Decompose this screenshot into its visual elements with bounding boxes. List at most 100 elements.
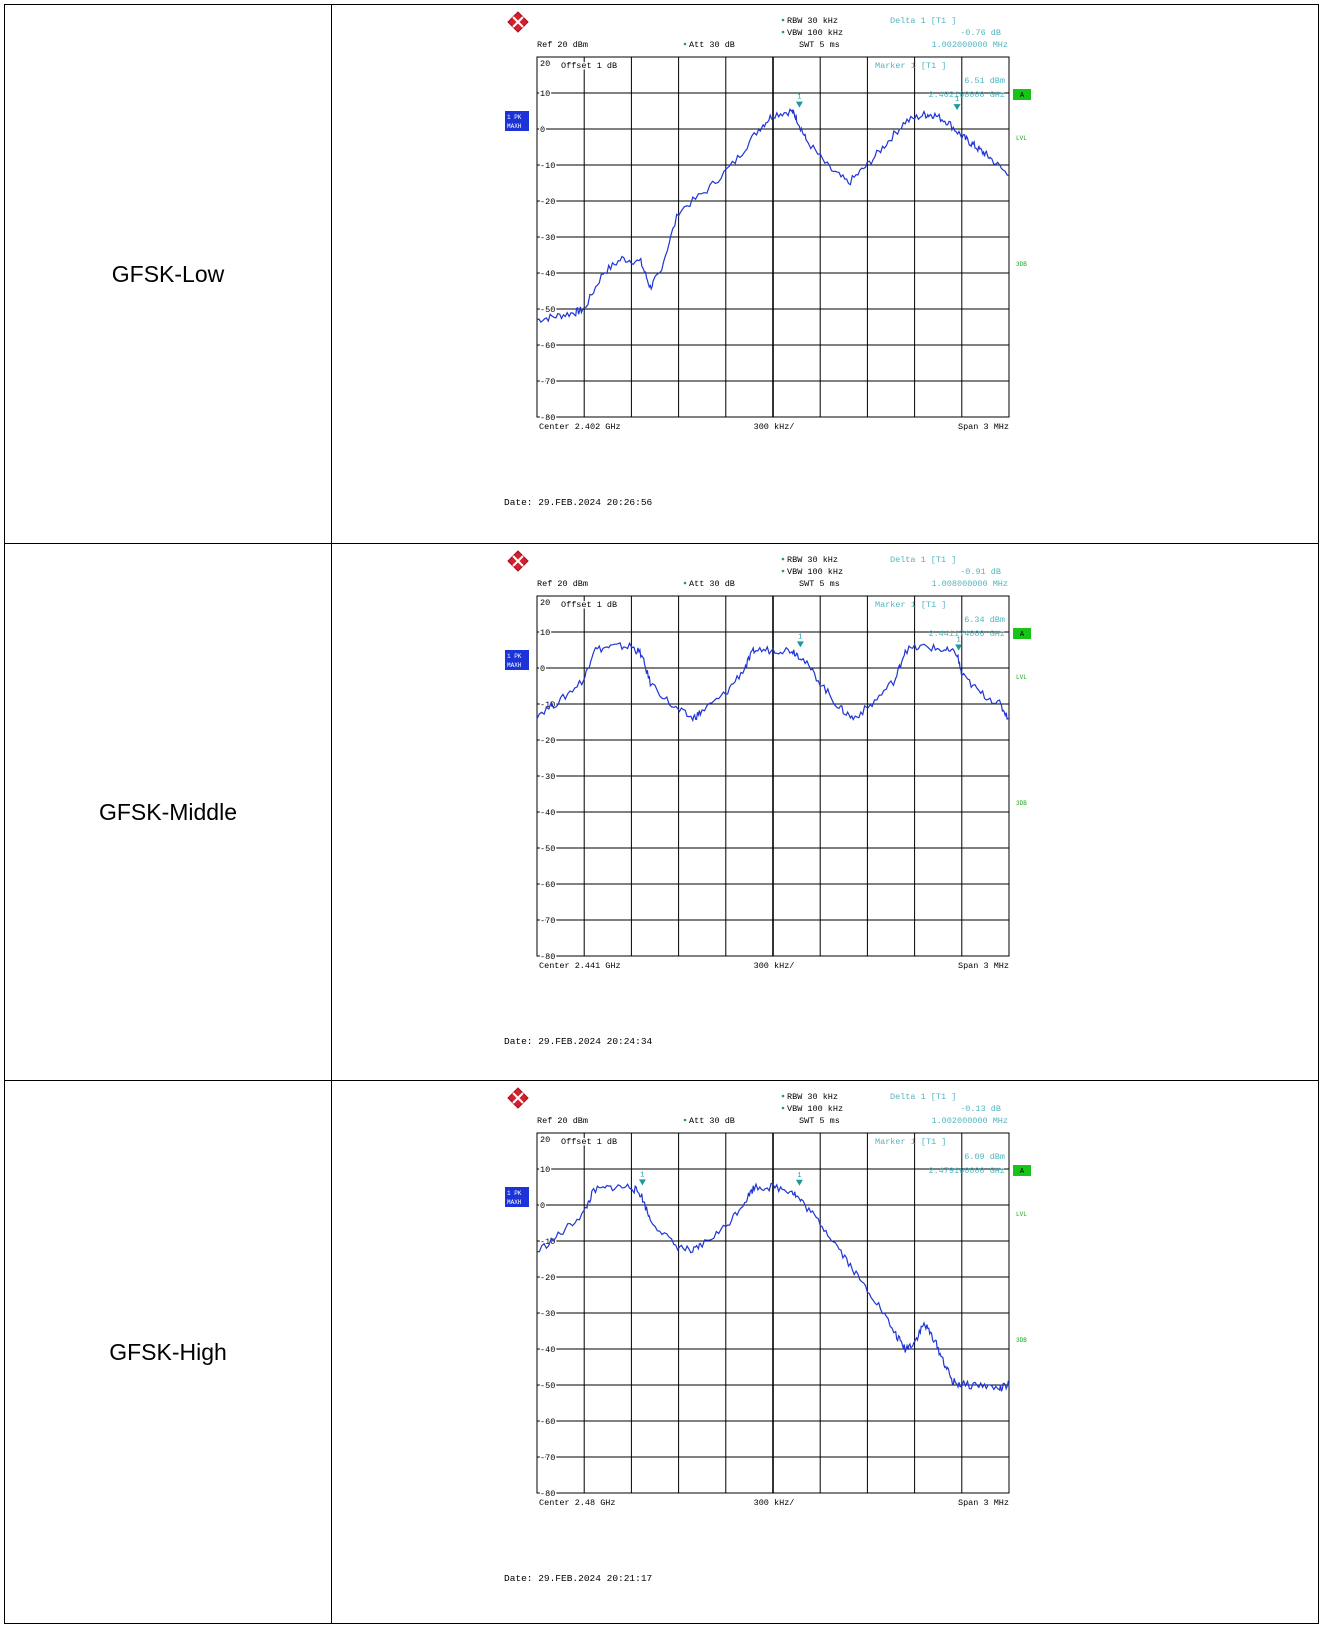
y-tick-label: -70 [540, 916, 555, 926]
y-tick-label: -70 [540, 377, 555, 387]
analyzer-logo-icon [507, 550, 529, 572]
rbw-label: RBW 30 kHz [787, 1092, 838, 1102]
y-tick-label: 20 [540, 1135, 550, 1145]
setting-dot-icon [781, 30, 785, 34]
rbw-label: RBW 30 kHz [787, 555, 838, 565]
trace-mode-badge [505, 111, 529, 131]
setting-dot-icon [781, 18, 785, 22]
per-division-label: 300 kHz/ [754, 1498, 795, 1508]
center-frequency-label: Center 2.441 GHz [539, 961, 621, 971]
marker-title: Marker 1 [T1 ] [875, 61, 946, 71]
marker-number-label: 1 [798, 633, 802, 641]
status-3db-label: 3DB [1016, 261, 1027, 268]
spectrum-trace [536, 641, 1010, 723]
swt-label: SWT 5 ms [799, 40, 840, 50]
y-tick-label: -70 [540, 1453, 555, 1463]
analyzer-logo-icon [507, 1087, 529, 1109]
spectrum-plot: RBW 30 kHz VBW 100 kHz SWT 5 ms Ref 20 dBm A… [504, 11, 1031, 508]
vbw-label: VBW 100 kHz [787, 1104, 843, 1114]
marker-number-label: 1 [955, 96, 959, 104]
mode-label: GFSK-High [4, 1080, 332, 1624]
marker-frequency-value: 2.479160000 GHz [928, 1166, 1005, 1176]
per-division-label: 300 kHz/ [754, 422, 795, 432]
y-tick-label: -30 [540, 233, 555, 243]
spectrum-trace [537, 1182, 1010, 1392]
trace-detector-label: MAXH [507, 123, 522, 130]
setting-dot-icon [683, 1118, 687, 1122]
delta-marker-title: Delta 1 [T1 ] [890, 1092, 956, 1102]
y-tick-label: -10 [540, 161, 555, 171]
delta-marker-frequency: 1.002000000 MHz [931, 1116, 1008, 1126]
trace-mode-label: 1 PK [507, 653, 522, 660]
setting-dot-icon [683, 581, 687, 585]
marker-level-value: 6.09 dBm [964, 1152, 1005, 1162]
y-tick-label: 10 [540, 628, 550, 638]
y-tick-label: -60 [540, 341, 555, 351]
y-tick-label: -30 [540, 772, 555, 782]
y-tick-label: -40 [540, 269, 555, 279]
table-row: GFSK-High RBW 30 kHz VBW 100 kHz SWT 5 ms R… [4, 1080, 1319, 1624]
capture-date-label: Date: 29.FEB.2024 20:26:56 [504, 497, 653, 508]
per-division-label: 300 kHz/ [754, 961, 795, 971]
delta-marker-title: Delta 1 [T1 ] [890, 16, 956, 26]
rbw-label: RBW 30 kHz [787, 16, 838, 26]
y-tick-label: -20 [540, 197, 555, 207]
setting-dot-icon [781, 1106, 785, 1110]
y-tick-label: 10 [540, 1165, 550, 1175]
setting-dot-icon [781, 557, 785, 561]
y-tick-label: -50 [540, 1381, 555, 1391]
delta-marker-frequency: 1.002000000 MHz [931, 40, 1008, 50]
marker-triangle-icon [796, 641, 804, 648]
y-tick-label: -80 [540, 1489, 555, 1499]
marker-number-label: 1 [797, 94, 801, 102]
status-lvl-label: LVL [1016, 135, 1027, 142]
vbw-label: VBW 100 kHz [787, 28, 843, 38]
delta-marker-value: -0.76 dB [960, 28, 1001, 38]
marker-number-label: 1 [957, 637, 961, 645]
status-a-label: A [1020, 92, 1025, 100]
span-label: Span 3 MHz [958, 961, 1009, 971]
y-tick-label: 0 [540, 125, 545, 135]
offset-label: Offset 1 dB [561, 600, 617, 610]
plot-cell: RBW 30 kHz VBW 100 kHz SWT 5 ms Ref 20 dBm A… [331, 4, 1319, 544]
y-tick-label: 20 [540, 59, 550, 69]
plot-cell: RBW 30 kHz VBW 100 kHz SWT 5 ms Ref 20 dBm A… [331, 543, 1319, 1081]
trace-mode-label: 1 PK [507, 1190, 522, 1197]
y-tick-label: -80 [540, 952, 555, 962]
results-table: GFSK-Low RBW 30 kHz VBW 100 kHz SWT 5 ms Re… [4, 4, 1319, 1624]
center-frequency-label: Center 2.402 GHz [539, 422, 621, 432]
delta-marker-value: -0.13 dB [960, 1104, 1001, 1114]
marker-level-value: 6.34 dBm [964, 615, 1005, 625]
marker-level-value: 6.51 dBm [964, 76, 1005, 86]
trace-mode-badge [505, 1187, 529, 1207]
vbw-label: VBW 100 kHz [787, 567, 843, 577]
center-frequency-label: Center 2.48 GHz [539, 1498, 616, 1508]
y-tick-label: -60 [540, 1417, 555, 1427]
y-tick-label: -60 [540, 880, 555, 890]
spectrum-plot: RBW 30 kHz VBW 100 kHz SWT 5 ms Ref 20 dBm A… [504, 1087, 1031, 1584]
ref-level-label: Ref 20 dBm [537, 1116, 588, 1126]
status-3db-label: 3DB [1016, 800, 1027, 807]
y-tick-label: 10 [540, 89, 550, 99]
spectrum-trace [536, 108, 1010, 323]
status-a-badge [1013, 89, 1031, 100]
span-label: Span 3 MHz [958, 422, 1009, 432]
trace-detector-label: MAXH [507, 1199, 522, 1206]
mode-label: GFSK-Middle [4, 543, 332, 1081]
swt-label: SWT 5 ms [799, 1116, 840, 1126]
y-tick-label: -10 [540, 700, 555, 710]
y-tick-label: -20 [540, 1273, 555, 1283]
marker-frequency-value: 2.441174000 GHz [928, 629, 1005, 639]
offset-label: Offset 1 dB [561, 1137, 617, 1147]
capture-date-label: Date: 29.FEB.2024 20:21:17 [504, 1573, 652, 1584]
y-tick-label: -50 [540, 305, 555, 315]
status-lvl-label: LVL [1016, 1211, 1027, 1218]
delta-marker-value: -0.91 dB [960, 567, 1001, 577]
y-tick-label: 0 [540, 664, 545, 674]
table-row: GFSK-Middle RBW 30 kHz VBW 100 kHz SWT 5 m… [4, 543, 1319, 1081]
ref-level-label: Ref 20 dBm [537, 40, 588, 50]
status-lvl-label: LVL [1016, 674, 1027, 681]
delta-marker-frequency: 1.008000000 MHz [931, 579, 1008, 589]
swt-label: SWT 5 ms [799, 579, 840, 589]
plot-cell: RBW 30 kHz VBW 100 kHz SWT 5 ms Ref 20 dBm A… [331, 1080, 1319, 1624]
